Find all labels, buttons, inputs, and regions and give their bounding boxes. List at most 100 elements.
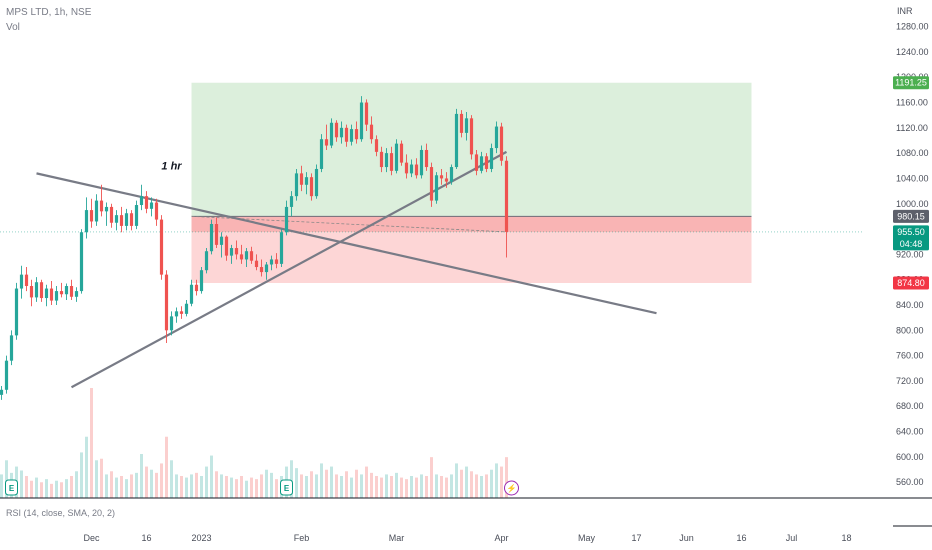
x-tick-label: Jul: [786, 533, 798, 543]
split-marker: [504, 480, 519, 496]
volume-bar: [400, 477, 403, 498]
volume-bar: [240, 476, 243, 498]
y-tick-label: 1240.00: [896, 47, 929, 57]
earnings-marker: [280, 479, 293, 496]
candle-body: [304, 177, 309, 185]
target-price-tag: [893, 76, 929, 90]
candle-body: [49, 288, 54, 301]
volume-bar: [335, 474, 338, 498]
candle-body: [189, 284, 194, 304]
y-tick-label: 1280.00: [896, 22, 929, 32]
volume-bar: [360, 474, 363, 498]
volume-bar: [235, 479, 238, 498]
candle-body: [134, 205, 139, 226]
candle-body: [274, 259, 279, 264]
candle-body: [394, 143, 399, 171]
volume-bar: [75, 471, 78, 498]
y-tick-label: 1040.00: [896, 173, 929, 183]
volume-bar: [40, 482, 43, 498]
entry-price-tag-text: 980.15: [897, 211, 925, 221]
last-price-tag-text: 955.50: [897, 227, 925, 237]
volume-bar: [445, 477, 448, 498]
volume-bar: [355, 469, 358, 498]
candle-body: [424, 149, 429, 168]
volume-bar: [45, 479, 48, 498]
candle-body: [469, 118, 474, 155]
volume-bar: [425, 476, 428, 498]
event-markers: E E ⚡: [5, 479, 519, 496]
candle-body: [284, 206, 289, 233]
candle-body: [29, 286, 34, 298]
candle-body: [44, 288, 49, 299]
candle-body: [229, 248, 234, 256]
x-tick-label: 18: [841, 533, 851, 543]
volume-bar: [380, 477, 383, 498]
volume-bar: [0, 474, 3, 498]
last-price-tag-countdown: 04:48: [900, 239, 923, 249]
candle-body: [334, 122, 339, 138]
candle-body: [259, 267, 264, 273]
candle-body: [374, 139, 379, 152]
volume-bar: [265, 469, 268, 498]
candle-body: [139, 196, 144, 206]
candle-body: [164, 274, 169, 331]
volume-bar: [125, 479, 128, 498]
candle-body: [344, 127, 349, 142]
candle-body: [24, 274, 29, 287]
volume-bar: [250, 477, 253, 498]
x-tick-label: Jun: [679, 533, 694, 543]
volume-bar: [270, 472, 273, 498]
candle-body: [99, 200, 104, 212]
volume-bar: [245, 480, 248, 498]
rsi-legend: RSI (14, close, SMA, 20, 2): [6, 508, 116, 518]
volume-bar: [320, 463, 323, 498]
x-tick-label: Feb: [294, 533, 310, 543]
candle-body: [169, 316, 174, 331]
chart-title: MPS LTD, 1h, NSE: [6, 7, 92, 18]
volume-bar: [370, 472, 373, 498]
volume-bar: [180, 476, 183, 498]
x-tick-label: 17: [631, 533, 641, 543]
candle-body: [429, 167, 434, 201]
volume-bar: [455, 463, 458, 498]
volume-bar: [450, 474, 453, 498]
volume-bar: [420, 474, 423, 498]
candle-body: [369, 124, 374, 140]
volume-bar: [155, 472, 158, 498]
candle-body: [404, 162, 409, 174]
volume-bar: [470, 471, 473, 498]
x-tick-label: 2023: [191, 533, 211, 543]
candle-body: [4, 360, 9, 390]
volume-bar: [210, 455, 213, 498]
candle-body: [339, 127, 344, 138]
volume-bar: [390, 476, 393, 498]
earnings-marker: [5, 479, 18, 496]
candle-body: [349, 129, 354, 142]
volume-bar: [350, 477, 353, 498]
volume-bar: [55, 480, 58, 498]
x-tick-label: Apr: [494, 533, 508, 543]
candle-body: [494, 126, 499, 149]
volume-bar: [315, 474, 318, 498]
candle-body: [89, 210, 94, 222]
x-tick-label: 16: [736, 533, 746, 543]
y-tick-label: 920.00: [896, 249, 924, 259]
currency-label: INR: [897, 6, 913, 16]
candle-body: [309, 177, 314, 197]
volume-bar: [465, 466, 468, 498]
candle-body: [59, 291, 64, 295]
candle-body: [449, 167, 454, 182]
candle-body: [319, 139, 324, 169]
candle-body: [479, 156, 484, 171]
y-tick-label: 1120.00: [896, 123, 928, 133]
volume-bar: [60, 482, 63, 498]
volume-bar: [345, 471, 348, 498]
candle-body: [79, 232, 84, 292]
volume-legend: Vol: [6, 22, 20, 33]
volume-bar: [80, 452, 83, 498]
volume-bar: [290, 460, 293, 498]
target-price-tag-text: 1191.25: [895, 78, 927, 88]
y-tick-label: 600.00: [896, 452, 924, 462]
candle-body: [364, 102, 369, 125]
